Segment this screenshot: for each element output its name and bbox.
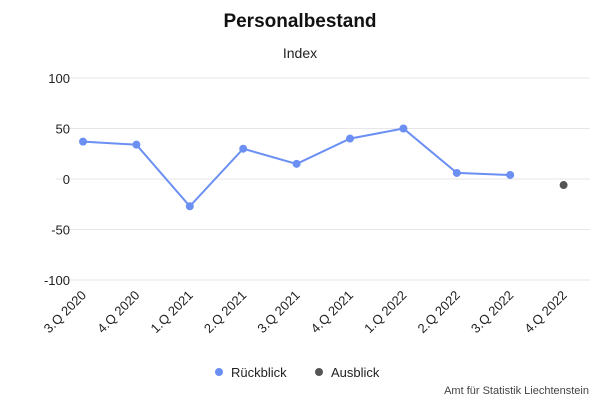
legend: Rückblick Ausblick xyxy=(215,365,380,380)
x-tick-label: 4.Q 2021 xyxy=(308,288,356,336)
data-point xyxy=(399,124,408,133)
legend-label: Rückblick xyxy=(231,365,287,380)
legend-label: Ausblick xyxy=(331,365,380,380)
grid xyxy=(56,77,590,281)
data-point xyxy=(132,140,141,149)
chart-subtitle: Index xyxy=(283,45,317,61)
data-point xyxy=(346,134,354,143)
data-point xyxy=(79,137,87,146)
x-tick-label: 3.Q 2020 xyxy=(41,288,89,336)
data-point xyxy=(506,170,515,179)
y-tick-label: 50 xyxy=(56,122,70,137)
x-tick-label: 1.Q 2022 xyxy=(361,288,409,336)
y-tick-label: 0 xyxy=(63,172,70,187)
legend-item[interactable]: Rückblick xyxy=(215,365,287,380)
credit-text: Amt für Statistik Liechtenstein xyxy=(444,385,589,397)
y-tick-label: -100 xyxy=(44,273,70,288)
x-tick-label: 2.Q 2021 xyxy=(201,288,249,336)
data-point xyxy=(292,159,301,168)
chart-title: Personalbestand xyxy=(223,11,376,32)
x-tick-label: 4.Q 2022 xyxy=(521,288,569,336)
x-tick-label: 3.Q 2021 xyxy=(254,288,302,336)
x-tick-label: 3.Q 2022 xyxy=(468,288,516,336)
data-point xyxy=(452,168,461,177)
data-point xyxy=(559,181,568,190)
legend-marker xyxy=(215,368,223,376)
x-tick-label: 1.Q 2021 xyxy=(147,288,195,336)
x-tick-label: 4.Q 2020 xyxy=(94,288,142,336)
x-axis: 3.Q 2020 4.Q 2020 1.Q 2021 2.Q 2021 3.Q 2021… xyxy=(41,288,570,336)
x-tick-label: 2.Q 2022 xyxy=(414,288,462,336)
plot-area xyxy=(79,124,568,211)
data-point xyxy=(239,144,248,153)
data-point xyxy=(185,202,194,211)
y-tick-label: 100 xyxy=(48,71,70,86)
y-tick-label: -50 xyxy=(51,223,70,238)
y-axis: 100 50 0 -50 -100 xyxy=(44,71,70,288)
legend-marker xyxy=(315,368,323,376)
legend-item[interactable]: Ausblick xyxy=(315,365,380,380)
